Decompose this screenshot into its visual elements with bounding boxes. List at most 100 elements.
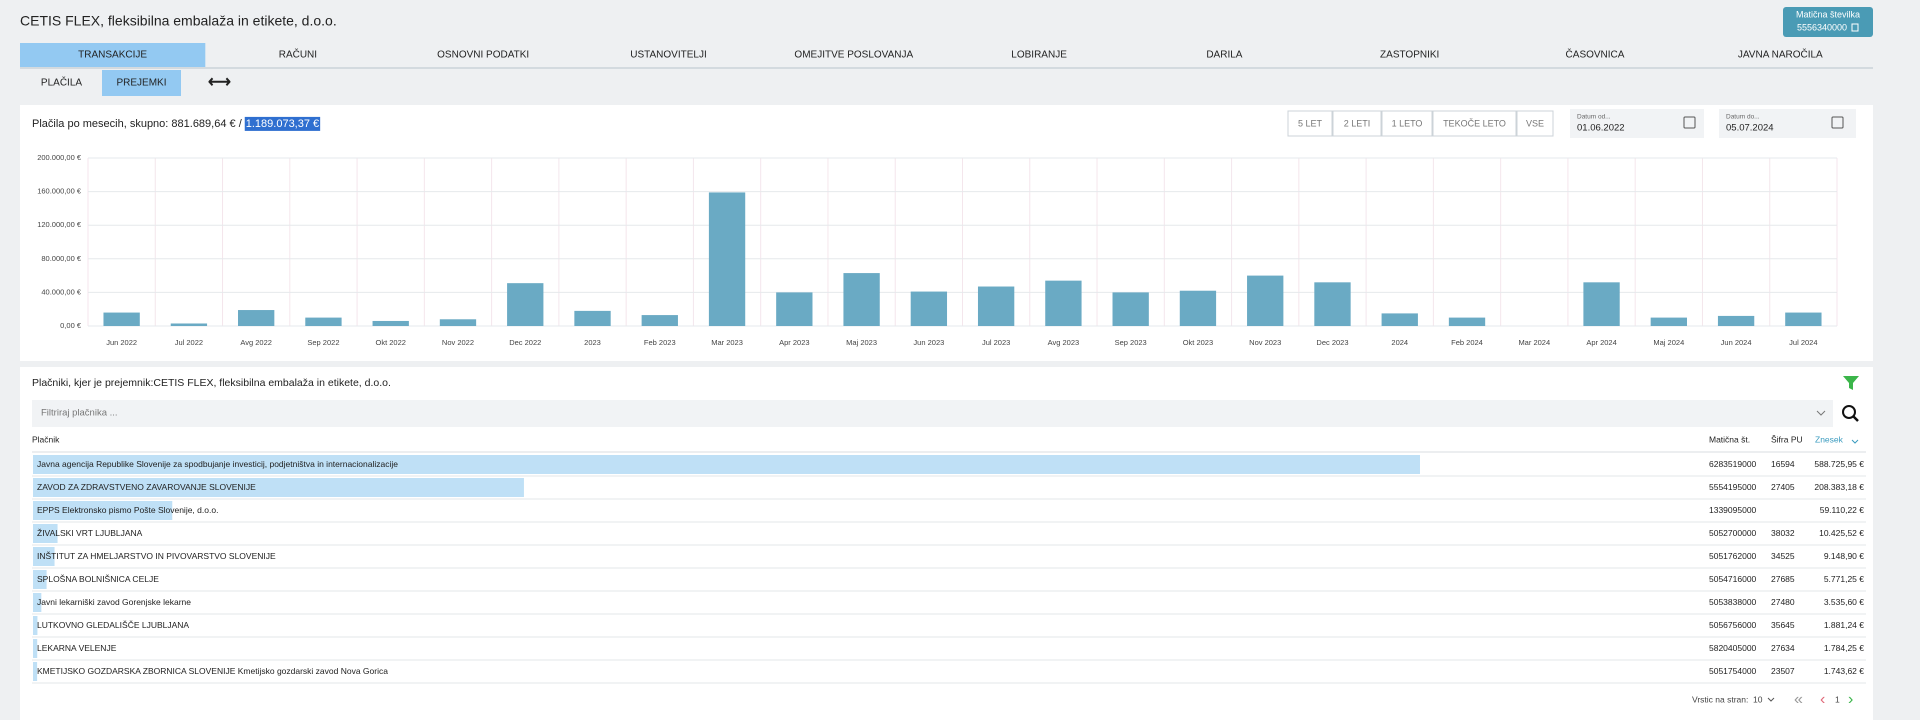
chart-title: Plačila po mesecih, skupno: 881.689,64 €… xyxy=(32,118,319,130)
x-tick-label: Mar 2024 xyxy=(1518,338,1550,347)
period-button-label: 2 LETI xyxy=(1344,118,1371,128)
date-to-field xyxy=(1719,109,1856,138)
payer: SPLOŠNA BOLNIŠNICA CELJE xyxy=(37,574,159,584)
x-tick-label: Jun 2022 xyxy=(106,338,137,347)
budget-code: 38032 xyxy=(1771,528,1795,538)
budget-code: 16594 xyxy=(1771,459,1795,469)
rows-per-page-value[interactable]: 10 xyxy=(1753,694,1763,704)
x-tick-label: Jun 2023 xyxy=(913,338,944,347)
amount-bar xyxy=(33,478,524,497)
tab[interactable]: LOBIRANJE xyxy=(1011,50,1067,61)
tab[interactable]: ZASTOPNIKI xyxy=(1380,50,1439,61)
column-header[interactable]: Znesek xyxy=(1815,434,1844,444)
period-button[interactable]: TEKOČE LETO xyxy=(1432,110,1517,137)
table-row[interactable]: SPLOŠNA BOLNIŠNICA CELJE 5054716000 27685 5… xyxy=(32,570,1866,592)
bar xyxy=(372,320,409,326)
registration-number: 5053838000 xyxy=(1709,597,1757,607)
column-header[interactable]: Šifra PU xyxy=(1771,434,1803,444)
first-page[interactable]: « xyxy=(1794,691,1803,708)
tab[interactable]: USTANOVITELJI xyxy=(630,50,707,61)
table-row[interactable]: KMETIJSKO GOZDARSKA ZBORNICA SLOVENIJE K… xyxy=(32,662,1866,684)
table-row[interactable]: Javni lekarniški zavod Gorenjske lekarne… xyxy=(32,593,1866,615)
table-row[interactable]: EPPS Elektronsko pismo Pošte Slovenije, … xyxy=(32,501,1866,523)
payer: INŠTITUT ZA HMELJARSTVO IN PIVOVARSTVO S… xyxy=(37,551,276,561)
current-page: 1 xyxy=(1835,694,1840,704)
payer: LUTKOVNO GLEDALIŠČE LJUBLJANA xyxy=(37,620,189,630)
y-tick-label: 80.000,00 € xyxy=(41,254,81,263)
bar xyxy=(1112,292,1149,326)
subtab[interactable]: PREJEMKI xyxy=(116,78,166,89)
search-icon-circle xyxy=(1842,405,1856,419)
y-tick-label: 0,00 € xyxy=(60,321,82,330)
amount-bar xyxy=(33,501,173,520)
table-row[interactable]: ŽIVALSKI VRT LJUBLJANA 5052700000 38032 10.… xyxy=(32,524,1866,546)
table-row[interactable]: Javna agencija Republike Slovenije za sp… xyxy=(32,455,1866,477)
x-tick-label: Avg 2022 xyxy=(240,338,272,347)
search-field[interactable]: Filtriraj plačnika ... xyxy=(32,400,1833,427)
tab[interactable]: JAVNA NAROČILA xyxy=(1738,48,1823,61)
registration-number: 5554195000 xyxy=(1709,482,1757,492)
table-row[interactable]: LUTKOVNO GLEDALIŠČE LJUBLJANA 5056756000 3… xyxy=(32,616,1866,638)
filter-icon[interactable] xyxy=(1843,376,1859,390)
x-tick-label: Mar 2023 xyxy=(711,338,743,347)
amount: 1.881,24 € xyxy=(1824,620,1864,630)
search-icon[interactable] xyxy=(1842,405,1859,422)
table-row[interactable]: ZAVOD ZA ZDRAVSTVENO ZAVAROVANJE SLOVENI… xyxy=(32,478,1866,500)
budget-code: 27480 xyxy=(1771,597,1795,607)
tab[interactable]: RAČUNI xyxy=(279,48,317,61)
amount: 59.110,22 € xyxy=(1820,505,1865,515)
x-tick-label: Apr 2024 xyxy=(1586,338,1616,347)
column-header[interactable]: Matična št. xyxy=(1709,434,1750,444)
chart: 0,00 € 40.000,00 € 80.000,00 € 120.000,00 €… xyxy=(37,153,1838,347)
bar xyxy=(1381,313,1418,326)
prev-page[interactable]: ‹ xyxy=(1820,691,1825,708)
payer: LEKARNA VELENJE xyxy=(37,643,117,653)
tab[interactable]: OMEJITVE POSLOVANJA xyxy=(794,50,913,61)
payer: Javna agencija Republike Slovenije za sp… xyxy=(37,459,398,469)
period-button[interactable]: 1 LETO xyxy=(1381,110,1433,137)
period-button[interactable]: VSE xyxy=(1516,110,1554,137)
page-title: CETIS FLEX, fleksibilna embalaža in etik… xyxy=(20,13,337,29)
chart-total: 1.189.073,37 € xyxy=(246,118,319,130)
x-tick-label: Feb 2023 xyxy=(644,338,676,347)
date-to-label: Datum do... xyxy=(1726,114,1760,121)
bar xyxy=(1583,282,1620,326)
x-tick-label: Nov 2022 xyxy=(442,338,474,347)
subtab[interactable]: PLAČILA xyxy=(41,76,82,89)
tab[interactable]: OSNOVNI PODATKI xyxy=(437,50,529,61)
period-button-bg xyxy=(1516,110,1554,137)
tab[interactable]: DARILA xyxy=(1206,50,1242,61)
payer: Javni lekarniški zavod Gorenjske lekarne xyxy=(37,597,191,607)
period-button[interactable]: 5 LET xyxy=(1287,110,1333,137)
registration-number: 5054716000 xyxy=(1709,574,1757,584)
tab[interactable]: ČASOVNICA xyxy=(1566,48,1625,61)
tab[interactable]: TRANSAKCIJE xyxy=(78,50,147,61)
rows-dropdown[interactable] xyxy=(1767,697,1775,702)
period-button[interactable]: 2 LETI xyxy=(1332,110,1382,137)
bar xyxy=(574,310,611,326)
date-to[interactable]: Datum do... 05.07.2024 xyxy=(1719,109,1856,138)
amount: 9.148,90 € xyxy=(1824,551,1864,561)
amount: 10.425,52 € xyxy=(1819,528,1864,538)
table-row[interactable]: LEKARNA VELENJE 5820405000 27634 1.784,25 € xyxy=(32,639,1866,661)
payer: EPPS Elektronsko pismo Pošte Slovenije, … xyxy=(37,505,218,515)
bar xyxy=(1247,275,1284,326)
next-page[interactable]: › xyxy=(1848,691,1853,708)
expand-icon[interactable]: ⟷ xyxy=(208,74,231,91)
period-button-label: TEKOČE LETO xyxy=(1443,118,1506,128)
id-button[interactable]: Matična številka 5556340000 xyxy=(1783,7,1873,37)
budget-code: 27685 xyxy=(1771,574,1795,584)
calendar-icon xyxy=(1683,116,1696,129)
x-tick-label: Jul 2022 xyxy=(175,338,203,347)
y-tick-label: 120.000,00 € xyxy=(37,220,82,229)
period-buttons: 5 LET 2 LETI 1 LETO TEKOČE LETO VSE xyxy=(1287,110,1554,137)
table-row[interactable]: INŠTITUT ZA HMELJARSTVO IN PIVOVARSTVO S… xyxy=(32,547,1866,569)
amount-bar xyxy=(33,593,42,612)
search-placeholder: Filtriraj plačnika ... xyxy=(41,408,118,419)
registration-number: 5056756000 xyxy=(1709,620,1757,630)
date-from[interactable]: Datum od... 01.06.2022 xyxy=(1570,109,1704,138)
amount-bar xyxy=(33,662,38,681)
